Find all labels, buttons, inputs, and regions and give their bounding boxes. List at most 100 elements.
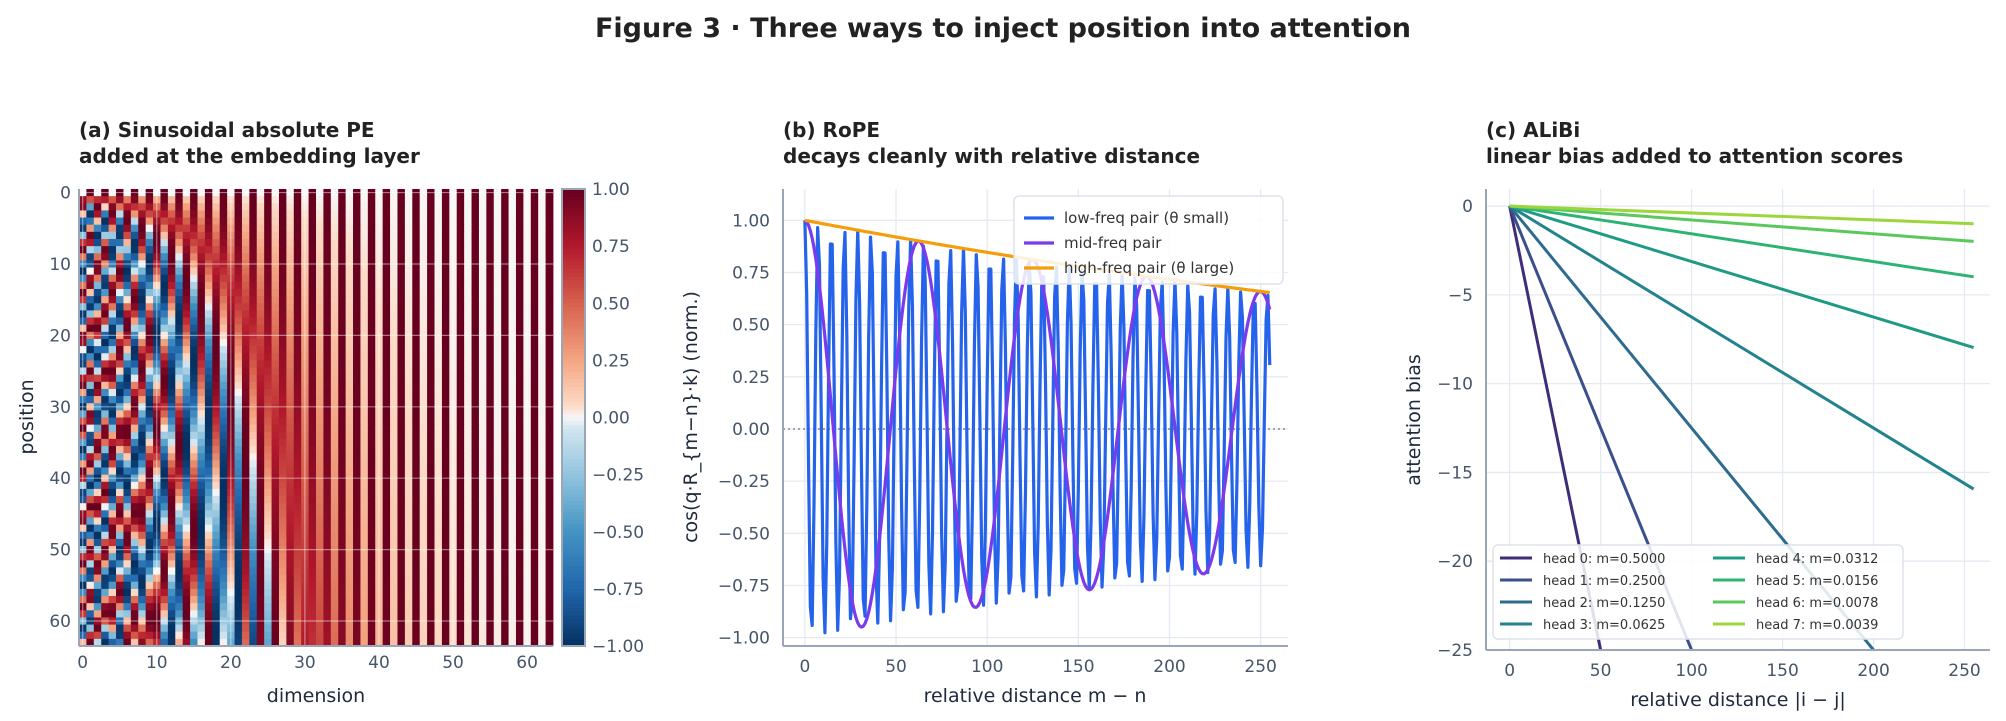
heatmap-cell [145,581,154,590]
heatmap-cell [101,267,110,276]
heatmap-cell [130,417,139,426]
heatmap-cell [271,460,280,468]
heatmap-cell [160,560,169,568]
heatmap-cell [278,560,287,568]
colorbar-segment [562,406,585,411]
heatmap-cell [375,474,384,483]
heatmap-cell [530,524,539,533]
heatmap-cell [212,388,221,397]
heatmap-cell [301,210,309,218]
heatmap-cell [234,410,243,418]
heatmap-cell [323,517,332,526]
heatmap-cell [167,510,176,518]
heatmap-cell [167,189,176,197]
heatmap-cell [316,374,324,383]
heatmap-cell [219,367,228,376]
heatmap-cell [530,231,539,240]
heatmap-cell [153,374,161,383]
heatmap-cell [93,453,102,461]
heatmap-cell [530,446,539,454]
heatmap-cell [86,531,95,540]
heatmap-cell [345,374,354,383]
heatmap-cell [338,431,347,440]
heatmap-cell [190,253,198,261]
heatmap-cell [138,560,147,568]
heatmap-cell [353,553,361,561]
heatmap-cell [227,217,235,226]
heatmap-cell [419,460,428,468]
heatmap-cell [234,238,243,247]
heatmap-cell [449,624,458,633]
heatmap-cell [530,388,539,397]
colorbar-segment [562,261,585,266]
heatmap-cell [353,324,361,333]
heatmap-cell [271,317,280,326]
heatmap-cell [456,381,465,390]
heatmap-cell [330,638,339,646]
heatmap-cell [190,538,198,547]
heatmap-cell [530,503,539,511]
heatmap-cell [278,581,287,590]
heatmap-cell [160,424,169,433]
heatmap-cell [145,424,154,433]
heatmap-cell [508,388,517,397]
heatmap-cell [501,253,509,261]
heatmap-cell [523,260,532,268]
heatmap-cell [145,631,154,640]
heatmap-cell [204,403,213,411]
heatmap-cell [434,303,443,311]
heatmap-cell [130,396,139,404]
heatmap-cell [323,260,332,268]
heatmap-cell [434,317,443,326]
heatmap-cell [123,424,132,433]
heatmap-cell [241,210,250,218]
heatmap-cell [86,488,95,497]
heatmap-cell [123,553,132,561]
heatmap-cell [301,203,309,211]
heatmap-cell [167,574,176,583]
heatmap-cell [316,510,324,518]
heatmap-cell [353,224,361,233]
heatmap-cell [375,588,384,597]
heatmap-cell [108,488,117,497]
heatmap-cell [234,531,243,540]
heatmap-cell [93,503,102,511]
heatmap-cell [316,581,324,590]
heatmap-cell [523,581,532,590]
heatmap-cell [390,231,398,240]
heatmap-cell [404,438,413,447]
colorbar-segment [562,387,585,392]
heatmap-cell [271,610,280,618]
heatmap-cell [397,217,406,226]
heatmap-cell [397,317,406,326]
heatmap-cell [353,231,361,240]
heatmap-cell [264,488,272,497]
heatmap-cell [501,538,509,547]
heatmap-cell [508,553,517,561]
heatmap-cell [212,324,221,333]
heatmap-cell [93,410,102,418]
heatmap-cell [204,396,213,404]
heatmap-cell [219,381,228,390]
heatmap-cell [123,224,132,233]
heatmap-cell [493,431,502,440]
heatmap-cell [501,603,509,611]
heatmap-cell [234,496,243,504]
heatmap-cell [301,231,309,240]
heatmap-cell [227,510,235,518]
heatmap-cell [427,553,435,561]
heatmap-cell [93,581,102,590]
heatmap-cell [241,331,250,340]
colorbar-segment [562,585,585,590]
heatmap-cell [101,417,110,426]
heatmap-cell [515,424,524,433]
heatmap-cell [93,567,102,575]
heatmap-cell [419,396,428,404]
heatmap-cell [256,353,265,361]
heatmap-cell [93,360,102,368]
heatmap-cell [456,260,465,268]
heatmap-cell [523,410,532,418]
heatmap-cell [493,296,502,304]
heatmap-cell [79,338,87,347]
heatmap-cell [441,517,450,526]
